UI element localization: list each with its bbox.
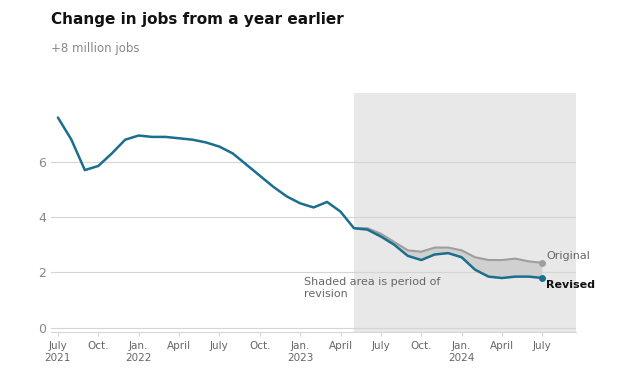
Text: Shaded area is period of
revision: Shaded area is period of revision (304, 277, 440, 299)
Text: Change in jobs from a year earlier: Change in jobs from a year earlier (51, 12, 344, 27)
Text: Original: Original (547, 251, 590, 261)
Text: +8 million jobs: +8 million jobs (51, 42, 140, 56)
Text: Revised: Revised (547, 280, 595, 290)
Bar (354, 93, 576, 332)
